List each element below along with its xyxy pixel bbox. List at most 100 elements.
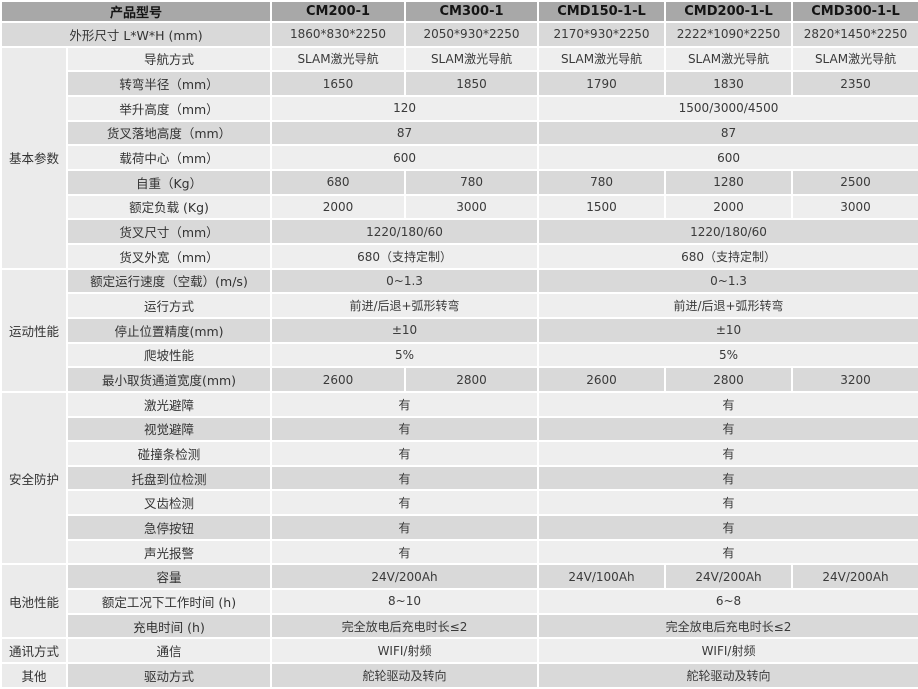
- row-label: 急停按钮: [65, 514, 273, 541]
- header-model: CM200-1: [270, 0, 407, 23]
- row-label: 停止位置精度(mm): [65, 316, 273, 344]
- value-cell: 780: [404, 168, 540, 196]
- row-label: 声光报警: [65, 538, 273, 566]
- value-cell: 2000: [270, 193, 407, 221]
- table-row: 转弯半径（mm） 1650 1850 1790 1830 2350: [1, 70, 918, 97]
- table-row: 叉齿检测有有: [1, 489, 918, 517]
- value-cell: WIFI/射频: [537, 637, 918, 665]
- value-cell: 2820*1450*2250: [791, 21, 918, 48]
- spec-table-head-row: 产品型号 CM200-1 CM300-1 CMD150-1-L CMD200-1-L CM…: [0, 0, 918, 23]
- value-cell: 有: [537, 464, 918, 492]
- row-label: 货叉尺寸（mm）: [65, 218, 273, 245]
- row-label: 转弯半径（mm）: [65, 70, 273, 97]
- value-cell: 有: [270, 489, 540, 517]
- value-cell: SLAM激光导航: [270, 45, 407, 73]
- table-row: 碰撞条检测有有: [1, 440, 918, 467]
- row-label: 视觉避障: [65, 415, 273, 443]
- row-label: 举升高度（mm）: [65, 94, 273, 122]
- row-label: 爬坡性能: [65, 341, 273, 369]
- value-cell: 1850: [404, 70, 540, 97]
- value-cell: 5%: [537, 341, 918, 369]
- section-cell: 基本参数: [0, 45, 68, 270]
- spec-table-body: 外形尺寸 L*W*H (mm) 1860*830*2250 2050*930*225…: [0, 21, 918, 689]
- value-cell: 2800: [664, 366, 794, 393]
- value-cell: 有: [537, 514, 918, 541]
- value-cell: 600: [270, 144, 540, 171]
- header-model: CM300-1: [404, 0, 540, 23]
- value-cell: ±10: [270, 316, 540, 344]
- table-row: 自重（Kg） 680 780 780 1280 2500: [1, 168, 918, 196]
- value-cell: 1790: [537, 70, 667, 97]
- value-cell: 780: [537, 168, 667, 196]
- section-cell: 通讯方式: [0, 637, 68, 665]
- value-cell: 有: [537, 489, 918, 517]
- table-row: 货叉落地高度（mm） 87 87: [1, 119, 918, 147]
- table-row: 停止位置精度(mm) ±10 ±10: [1, 316, 918, 344]
- value-cell: 2600: [537, 366, 667, 393]
- value-cell: 1220/180/60: [270, 218, 540, 245]
- value-cell: 有: [537, 538, 918, 566]
- row-label: 充电时间 (h): [65, 612, 273, 640]
- table-row: 外形尺寸 L*W*H (mm) 1860*830*2250 2050*930*225…: [0, 21, 918, 48]
- value-cell: 完全放电后充电时长≤2: [270, 612, 540, 640]
- value-cell: 24V/200Ah: [270, 563, 540, 591]
- value-cell: 0~1.3: [270, 267, 540, 295]
- value-cell: 2000: [664, 193, 794, 221]
- value-cell: 前进/后退+弧形转弯: [537, 292, 918, 319]
- table-row: 基本参数 导航方式 SLAM激光导航 SLAM激光导航 SLAM激光导航 SLAM激光导航…: [0, 45, 918, 270]
- value-cell: 8~10: [270, 588, 540, 615]
- header-model: CMD300-1-L: [791, 0, 918, 23]
- value-cell: 1280: [664, 168, 794, 196]
- value-cell: 120: [270, 94, 540, 122]
- value-cell: 600: [537, 144, 918, 171]
- value-cell: 2222*1090*2250: [664, 21, 794, 48]
- value-cell: SLAM激光导航: [537, 45, 667, 73]
- value-cell: 1860*830*2250: [270, 21, 407, 48]
- value-cell: 前进/后退+弧形转弯: [270, 292, 540, 319]
- row-label: 叉齿检测: [65, 489, 273, 517]
- value-cell: 680（支持定制）: [270, 242, 540, 270]
- value-cell: 1220/180/60: [537, 218, 918, 245]
- row-label: 外形尺寸 L*W*H (mm): [0, 21, 273, 48]
- value-cell: 3000: [404, 193, 540, 221]
- section-cell: 安全防护: [0, 390, 68, 566]
- value-cell: 1650: [270, 70, 407, 97]
- table-row: 视觉避障有有: [1, 415, 918, 443]
- section-cell: 电池性能: [0, 563, 68, 640]
- row-label: 货叉外宽（mm）: [65, 242, 273, 270]
- section-cell: 运动性能: [0, 267, 68, 393]
- table-row: 急停按钮有有: [1, 514, 918, 541]
- value-cell: ±10: [537, 316, 918, 344]
- value-cell: 有: [270, 514, 540, 541]
- value-cell: 有: [270, 538, 540, 566]
- value-cell: 2800: [404, 366, 540, 393]
- value-cell: 有: [537, 390, 918, 418]
- table-row: 通讯方式 通信 WIFI/射频 WIFI/射频: [0, 637, 918, 665]
- row-label: 容量: [65, 563, 273, 591]
- row-label: 运行方式: [65, 292, 273, 319]
- value-cell: 1500: [537, 193, 667, 221]
- table-row: 额定工况下工作时间 (h) 8~10 6~8: [1, 588, 918, 615]
- value-cell: 舵轮驱动及转向: [537, 662, 918, 689]
- table-row: 运动性能 额定运行速度（空载）(m/s) 0~1.3 0~1.3: [0, 267, 918, 393]
- value-cell: 2350: [791, 70, 918, 97]
- row-label: 载荷中心（mm）: [65, 144, 273, 171]
- section-cell: 其他: [0, 662, 68, 689]
- row-label: 碰撞条检测: [65, 440, 273, 467]
- row-label: 托盘到位检测: [65, 464, 273, 492]
- value-cell: 舵轮驱动及转向: [270, 662, 540, 689]
- value-cell: 有: [270, 415, 540, 443]
- table-row: 货叉外宽（mm） 680（支持定制） 680（支持定制）: [1, 242, 918, 270]
- row-label: 额定工况下工作时间 (h): [65, 588, 273, 615]
- value-cell: 3200: [791, 366, 918, 393]
- value-cell: 3000: [791, 193, 918, 221]
- row-label: 货叉落地高度（mm）: [65, 119, 273, 147]
- table-row: 运行方式 前进/后退+弧形转弯 前进/后退+弧形转弯: [1, 292, 918, 319]
- table-row: 电池性能 容量 24V/200Ah 24V/100Ah 24V/200Ah 24V/200…: [0, 563, 918, 640]
- value-cell: 2050*930*2250: [404, 21, 540, 48]
- value-cell: 87: [270, 119, 540, 147]
- value-cell: 6~8: [537, 588, 918, 615]
- value-cell: 680: [270, 168, 407, 196]
- value-cell: 680（支持定制）: [537, 242, 918, 270]
